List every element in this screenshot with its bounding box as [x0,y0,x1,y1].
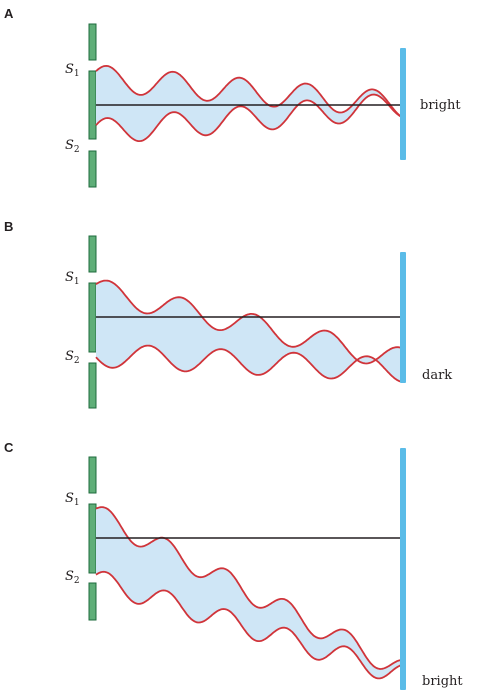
barrier-top [88,235,97,273]
slit-s2-label: S2 [65,138,80,155]
barrier-top [88,456,97,494]
panel-c: C S1 S2 bright [4,440,463,690]
barrier-bottom [88,150,97,188]
wave-from-s1 [95,65,403,118]
panel-a: A S1 S2 bright [4,6,461,188]
panel-b-label: B [4,219,13,234]
fringe-result-label: bright [420,98,461,113]
wave-from-s2 [95,570,403,680]
panel-c-label: C [4,440,14,455]
slit-s2-label: S2 [65,349,80,366]
slit-s1-label: S1 [65,491,80,508]
barrier-middle [88,282,97,353]
barrier-middle [88,70,97,140]
barrier-bottom [88,582,97,621]
screen [400,48,406,160]
slit-s1-label: S1 [65,62,80,79]
screen [400,252,406,383]
wave-from-s2 [95,344,403,383]
wave-from-s2 [95,93,403,142]
wave-region [96,280,402,382]
wave-region [96,65,402,142]
slit-s2-label: S2 [65,569,80,586]
screen [400,448,406,690]
slit-s1-label: S1 [65,270,80,287]
barrier-bottom [88,362,97,409]
panel-b: B S1 S2 dark [4,219,452,409]
panel-a-label: A [4,6,14,21]
barrier-top [88,23,97,61]
barrier-middle [88,503,97,574]
fringe-result-label: dark [422,368,452,383]
wave-region [96,507,402,679]
fringe-result-label: bright [422,674,463,689]
wave-from-s1 [95,279,403,365]
wave-from-s1 [95,506,402,670]
